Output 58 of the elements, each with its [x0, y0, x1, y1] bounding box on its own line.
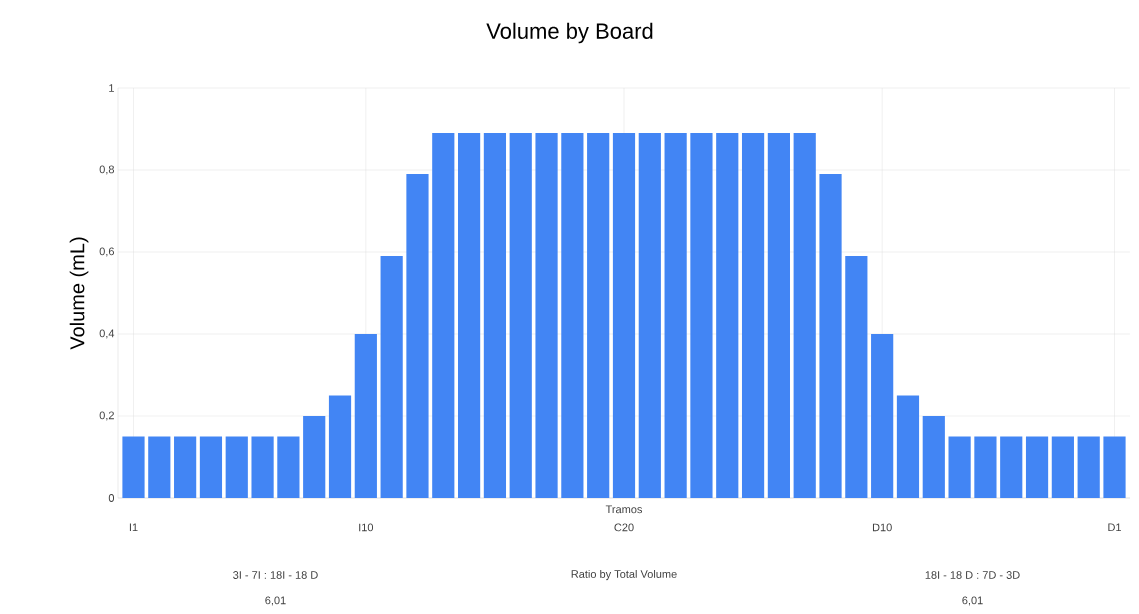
bar — [612, 133, 636, 498]
bar — [458, 133, 481, 498]
x-tick-label: I1 — [129, 523, 138, 532]
bar — [793, 133, 816, 498]
bar — [432, 133, 455, 498]
y-tick-label: 1 — [109, 84, 114, 92]
x-tick-label: D10 — [872, 523, 892, 532]
bar — [974, 436, 997, 498]
bar — [690, 133, 713, 498]
y-tick-label: 0,6 — [99, 247, 114, 257]
bar — [716, 133, 739, 498]
bar — [251, 436, 274, 498]
y-axis-title: Volume (mL) — [69, 237, 89, 350]
bar — [535, 133, 558, 498]
bar — [174, 436, 197, 498]
y-tick-label: 0 — [108, 494, 115, 502]
bar — [1077, 436, 1100, 498]
bar — [199, 436, 223, 498]
bar — [303, 416, 326, 498]
bar — [896, 395, 920, 498]
bar — [948, 436, 971, 498]
x-tick-label: D1 — [1108, 523, 1121, 532]
bar — [741, 133, 765, 498]
text: 6,01 — [962, 596, 983, 606]
bar — [225, 436, 248, 498]
bar — [277, 436, 300, 498]
bar — [1025, 436, 1049, 498]
bar — [328, 395, 352, 498]
x-tick-label: C20 — [614, 523, 634, 532]
bar — [922, 416, 945, 498]
text: 3I - 7I : 18I - 18 D — [233, 571, 318, 579]
text: 18I - 18 D : 7D - 3D — [925, 571, 1020, 579]
bar — [871, 334, 894, 498]
bar — [509, 133, 532, 498]
bar — [122, 436, 145, 498]
bar — [483, 133, 507, 498]
bar — [587, 133, 610, 498]
y-tick-label: 0,2 — [99, 411, 114, 421]
y-tick-label: 0,8 — [99, 165, 114, 175]
bar — [354, 334, 377, 498]
x-axis-title: Tramos — [605, 505, 643, 514]
bar — [148, 436, 171, 498]
bar — [1051, 436, 1074, 498]
bar — [845, 256, 868, 498]
bar — [767, 133, 790, 498]
bar — [406, 174, 429, 498]
x-tick-label: I10 — [359, 523, 374, 532]
bar — [1000, 436, 1023, 498]
bar — [664, 133, 687, 498]
y-tick-label: 0,4 — [99, 329, 115, 339]
bar — [561, 133, 584, 498]
bar — [380, 256, 403, 498]
bar — [638, 133, 661, 498]
bar — [1103, 436, 1126, 498]
bar — [819, 174, 842, 498]
text: 6,01 — [265, 596, 286, 606]
text: Ratio by Total Volume — [571, 569, 677, 581]
chart-title: Volume by Board — [486, 22, 653, 44]
